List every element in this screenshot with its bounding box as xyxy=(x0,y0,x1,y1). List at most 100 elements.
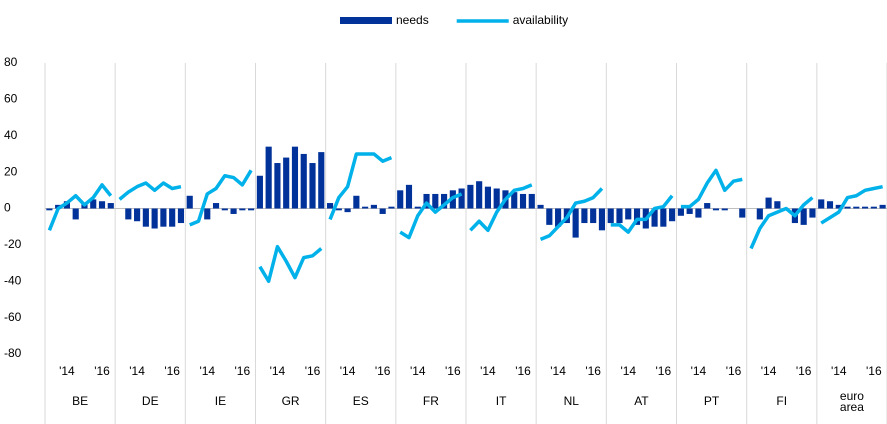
bar xyxy=(46,208,53,211)
x-tick-label: '16 xyxy=(164,364,180,378)
bar xyxy=(458,188,465,209)
bar xyxy=(107,203,114,209)
bar xyxy=(756,208,763,220)
x-tick-label: '16 xyxy=(726,364,742,378)
y-tick-label: 80 xyxy=(4,55,18,69)
bar xyxy=(142,208,149,227)
bar xyxy=(633,208,641,225)
group-label: DE xyxy=(142,394,159,408)
bar xyxy=(256,175,263,209)
bar xyxy=(309,163,316,209)
bar xyxy=(695,208,702,218)
bar xyxy=(625,208,632,220)
line xyxy=(47,183,113,231)
bar xyxy=(212,203,220,209)
bar xyxy=(300,153,307,209)
bar xyxy=(528,193,535,209)
bar xyxy=(853,206,860,209)
y-tick-label: 0 xyxy=(4,201,11,215)
x-tick-label: '14 xyxy=(129,364,145,378)
line xyxy=(469,183,533,233)
bar xyxy=(739,208,746,218)
bar xyxy=(862,206,869,209)
x-tick-label: '16 xyxy=(515,364,531,378)
y-tick-label: 40 xyxy=(4,128,18,142)
bar xyxy=(283,157,290,209)
bar xyxy=(835,204,842,209)
line xyxy=(189,169,253,227)
bar xyxy=(151,208,158,229)
group-label: ES xyxy=(353,394,369,408)
bar xyxy=(335,208,342,211)
bar xyxy=(134,208,141,222)
bar xyxy=(265,146,272,209)
bar xyxy=(344,208,351,213)
bar xyxy=(204,208,211,220)
legend-swatch xyxy=(340,17,392,24)
bar xyxy=(160,208,167,227)
group-label: AT xyxy=(634,394,649,408)
x-tick-label: '16 xyxy=(94,364,110,378)
bar xyxy=(318,152,325,209)
bar xyxy=(844,206,851,209)
line xyxy=(118,181,182,201)
bar xyxy=(353,195,360,209)
legend-label: availability xyxy=(513,13,568,27)
bar xyxy=(669,208,676,222)
group-label: euro area xyxy=(840,389,864,414)
bar xyxy=(414,206,421,209)
line xyxy=(399,192,463,240)
bar xyxy=(467,184,474,209)
group-label: FI xyxy=(776,394,787,408)
bar xyxy=(677,208,684,216)
bar xyxy=(809,208,816,218)
x-tick-label: '16 xyxy=(866,364,882,378)
bar xyxy=(432,193,439,209)
bar xyxy=(616,208,623,224)
bar xyxy=(125,208,132,220)
bar xyxy=(721,208,728,211)
x-tick-label: '14 xyxy=(410,364,426,378)
line xyxy=(539,187,604,242)
bar xyxy=(239,208,246,211)
bar xyxy=(686,208,693,214)
group-label: NL xyxy=(564,394,580,408)
x-tick-label: '16 xyxy=(585,364,601,378)
bar xyxy=(72,208,79,220)
bar xyxy=(476,181,483,209)
x-tick-label: '14 xyxy=(620,364,636,378)
bar xyxy=(98,201,106,209)
bar xyxy=(572,208,579,238)
x-tick-label: '14 xyxy=(199,364,215,378)
line xyxy=(610,194,674,234)
bar xyxy=(230,208,237,214)
bar xyxy=(607,208,614,224)
bar xyxy=(581,208,588,224)
y-tick-label: -40 xyxy=(4,273,22,287)
bar xyxy=(274,163,281,209)
group-label: IT xyxy=(496,394,507,408)
bar xyxy=(291,146,299,209)
bar xyxy=(511,192,518,209)
bar xyxy=(186,195,193,209)
line xyxy=(820,184,883,225)
bar xyxy=(484,186,491,209)
x-tick-label: '16 xyxy=(305,364,321,378)
bar xyxy=(326,203,334,209)
bar xyxy=(818,199,825,209)
y-tick-label: -20 xyxy=(4,237,22,251)
bar xyxy=(177,208,185,224)
bar xyxy=(388,206,395,209)
x-tick-label: '14 xyxy=(340,364,356,378)
x-tick-label: '16 xyxy=(235,364,251,378)
x-tick-label: '16 xyxy=(796,364,812,378)
bar xyxy=(598,208,606,231)
bar xyxy=(370,204,377,209)
bar xyxy=(704,203,711,209)
y-tick-label: -60 xyxy=(4,310,22,324)
bar xyxy=(826,201,834,209)
x-tick-label: '16 xyxy=(445,364,461,378)
group-label: PT xyxy=(704,394,720,408)
bar xyxy=(441,193,448,209)
